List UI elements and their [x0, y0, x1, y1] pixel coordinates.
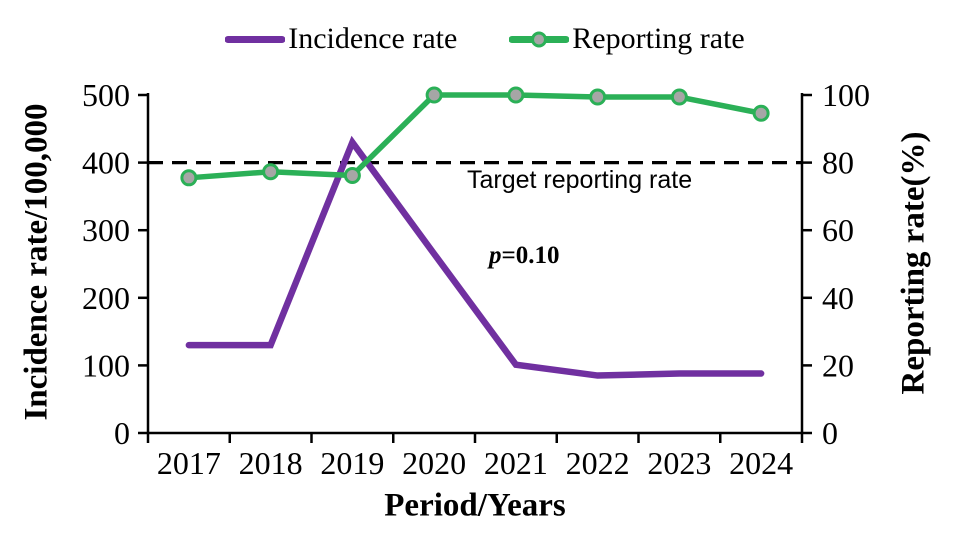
left-axis-title: Incidence rate/100,000 [18, 103, 55, 421]
x-axis-tick-label: 2020 [402, 445, 466, 481]
reporting-rate-marker [180, 169, 198, 187]
x-axis-tick-label: 2024 [729, 445, 793, 481]
reporting-rate-marker [670, 88, 688, 106]
reporting-rate-marker [589, 88, 607, 106]
right-axis-title: Reporting rate(%) [895, 131, 932, 395]
legend: Incidence rate Reporting rate [0, 22, 970, 56]
right-axis-tick-label: 0 [822, 415, 838, 451]
left-axis-tick-label: 200 [82, 280, 130, 316]
reporting-rate-marker [507, 86, 525, 104]
reporting-rate-marker [425, 86, 443, 104]
p-value-symbol: p [489, 242, 502, 269]
x-axis-tick-label: 2023 [647, 445, 711, 481]
reporting-rate-line [186, 92, 764, 181]
left-axis-tick-label: 100 [82, 347, 130, 383]
legend-label-incidence-rate: Incidence rate [288, 22, 458, 55]
x-axis-title: Period/Years [384, 487, 566, 524]
incidence-rate-line [185, 135, 765, 379]
right-axis-tick-label: 100 [822, 77, 870, 113]
legend-item-reporting-rate: Reporting rate [509, 22, 745, 56]
x-axis-tick-label: 2019 [320, 445, 384, 481]
right-axis-tick-label: 20 [822, 347, 854, 383]
reporting-rate-marker [262, 163, 280, 181]
x-axis-tick-label: 2018 [239, 445, 303, 481]
p-value-annotation: p=0.10 [489, 242, 560, 270]
legend-item-incidence-rate: Incidence rate [225, 22, 457, 56]
x-axis-tick-label: 2021 [484, 445, 548, 481]
reporting-rate-marker [752, 104, 770, 122]
reporting-line-swatch [509, 31, 570, 47]
x-axis-tick-label: 2022 [566, 445, 630, 481]
left-axis-tick-label: 400 [82, 145, 130, 181]
left-axis-tick-label: 500 [82, 77, 130, 113]
reporting-rate-marker [343, 166, 361, 184]
x-axis-tick-label: 2017 [157, 445, 221, 481]
left-axis-tick-label: 300 [82, 212, 130, 248]
reporting-swatch-marker [531, 31, 548, 47]
target-line-label: Target reporting rate [467, 166, 693, 194]
legend-label-reporting-rate: Reporting rate [572, 22, 745, 55]
left-axis-tick-label: 0 [114, 415, 130, 451]
incidence-line-swatch [225, 35, 286, 43]
p-value-number: =0.10 [501, 242, 560, 269]
right-axis-tick-label: 40 [822, 280, 854, 316]
right-axis-tick-label: 80 [822, 145, 854, 181]
right-axis-tick-label: 60 [822, 212, 854, 248]
